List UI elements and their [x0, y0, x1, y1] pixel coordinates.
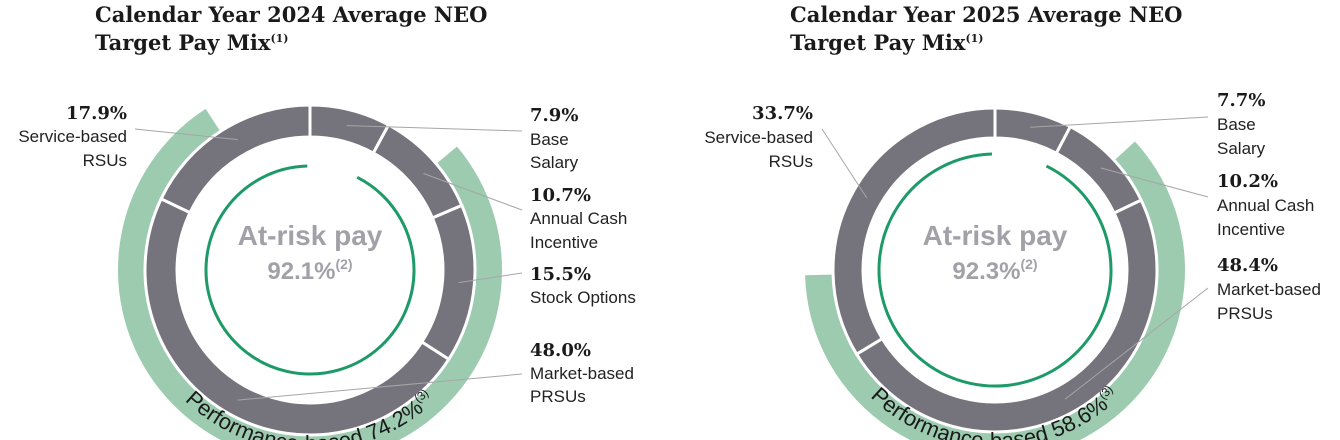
- leader-line-service-based-rsus: [821, 128, 868, 199]
- segment-pct-service-based-rsus: 33.7%: [752, 103, 813, 124]
- leader-lines-layer: [134, 125, 523, 401]
- segment-label-base-salary: Salary: [530, 153, 579, 172]
- pay-mix-chart-2024: Calendar Year 2024 Average NEO Target Pa…: [18, 2, 636, 440]
- segment-pct-service-based-rsus: 17.9%: [66, 103, 127, 124]
- segment-pct-annual-cash-incentive: 10.2%: [1217, 171, 1278, 192]
- performance-band-layer: [805, 141, 1185, 440]
- leader-line-market-based-prsus: [1064, 287, 1209, 400]
- segment-pct-annual-cash-incentive: 10.7%: [530, 185, 591, 206]
- segment-market-based-prsus: [854, 198, 1159, 434]
- chart-subtitle-2025: Target Pay Mix(1): [790, 30, 984, 55]
- at-risk-arc: [877, 152, 1113, 388]
- segment-label-annual-cash-incentive: Annual Cash: [1217, 196, 1314, 215]
- leader-line-annual-cash-incentive: [1100, 167, 1209, 198]
- segment-service-based-rsus: [159, 103, 312, 215]
- at-risk-footnote: (2): [1020, 256, 1037, 272]
- segment-label-base-salary: Base: [530, 130, 569, 149]
- chart-title-2024: Calendar Year 2024 Average NEO: [95, 2, 487, 27]
- center-label: At-risk pay: [238, 220, 383, 251]
- chart-title-line2: Target Pay Mix: [95, 30, 271, 55]
- segment-label-market-based-prsus: PRSUs: [1217, 304, 1273, 323]
- at-risk-value: 92.3%: [952, 258, 1020, 285]
- segment-label-annual-cash-incentive: Incentive: [1217, 220, 1285, 239]
- center-label: At-risk pay: [923, 220, 1068, 251]
- center-value: 92.1%(2): [267, 256, 352, 285]
- at-risk-arc: [204, 164, 416, 376]
- leader-line-service-based-rsus: [134, 128, 238, 141]
- center-value: 92.3%(2): [952, 256, 1037, 285]
- leader-line-stock-options: [458, 272, 523, 284]
- at-risk-value: 92.1%: [267, 258, 335, 285]
- segment-label-service-based-rsus: RSUs: [769, 152, 813, 171]
- chart-title-line2: Target Pay Mix: [790, 30, 966, 55]
- leader-line-annual-cash-incentive: [423, 173, 523, 211]
- at-risk-arc-layer: [877, 152, 1113, 388]
- segment-service-based-rsus: [831, 106, 997, 357]
- segment-label-base-salary: Salary: [1217, 139, 1266, 158]
- segment-pct-market-based-prsus: 48.0%: [530, 340, 591, 361]
- segment-pct-base-salary: 7.7%: [1217, 90, 1265, 111]
- performance-band: [805, 141, 1185, 440]
- leader-line-base-salary: [346, 125, 523, 132]
- segment-label-market-based-prsus: PRSUs: [530, 387, 586, 406]
- chart-title-line1: Calendar Year 2024 Average NEO: [95, 2, 487, 27]
- segment-label-annual-cash-incentive: Annual Cash: [530, 209, 627, 228]
- segment-label-annual-cash-incentive: Incentive: [530, 233, 598, 252]
- segment-label-service-based-rsus: Service-based: [18, 127, 127, 146]
- segment-label-stock-options: Stock Options: [530, 288, 636, 307]
- segment-pct-market-based-prsus: 48.4%: [1217, 255, 1278, 276]
- chart-title-2025: Calendar Year 2025 Average NEO: [790, 2, 1182, 27]
- segment-label-base-salary: Base: [1217, 115, 1256, 134]
- leader-lines-layer: [821, 116, 1209, 400]
- pay-mix-chart-2025: Calendar Year 2025 Average NEO Target Pa…: [704, 2, 1321, 440]
- segments-layer: [143, 103, 477, 437]
- segments-layer: [831, 106, 1159, 434]
- leader-line-market-based-prsus: [237, 373, 523, 401]
- title-footnote: (1): [270, 32, 288, 45]
- segment-label-market-based-prsus: Market-based: [1217, 280, 1321, 299]
- segment-label-service-based-rsus: RSUs: [83, 151, 127, 170]
- title-footnote: (1): [965, 32, 983, 45]
- segment-pct-base-salary: 7.9%: [530, 105, 578, 126]
- leader-line-base-salary: [1030, 116, 1209, 128]
- at-risk-arc-layer: [204, 164, 416, 376]
- at-risk-footnote: (2): [335, 256, 352, 272]
- segment-pct-stock-options: 15.5%: [530, 264, 591, 285]
- chart-title-line1: Calendar Year 2025 Average NEO: [790, 2, 1182, 27]
- segment-market-based-prsus: [143, 196, 451, 437]
- segment-label-service-based-rsus: Service-based: [704, 128, 813, 147]
- segment-label-market-based-prsus: Market-based: [530, 364, 634, 383]
- chart-subtitle-2024: Target Pay Mix(1): [95, 30, 289, 55]
